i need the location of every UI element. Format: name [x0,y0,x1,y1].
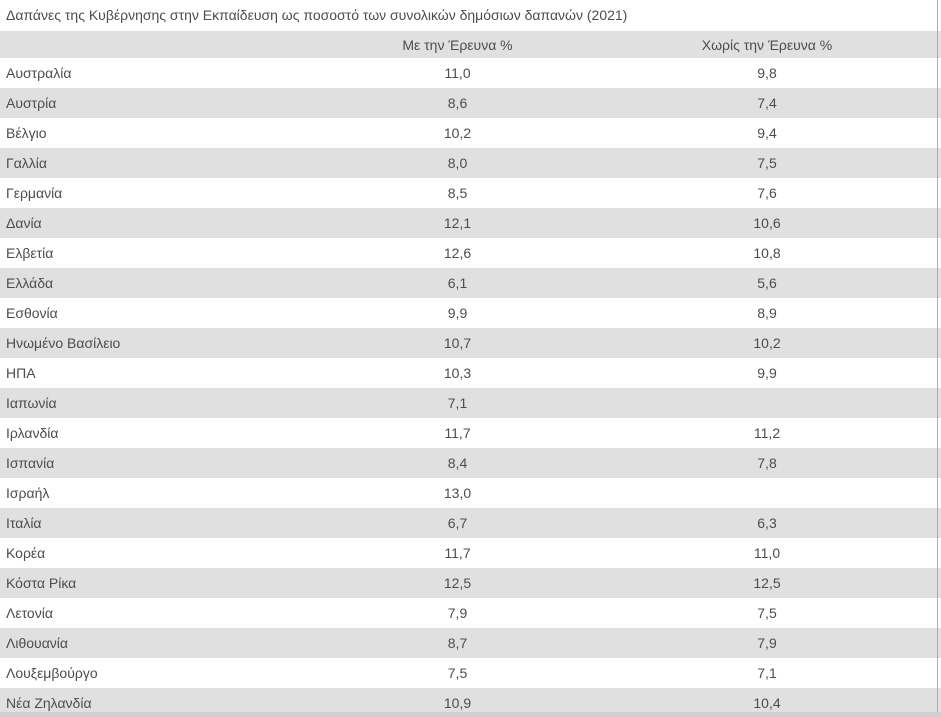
page-title: Δαπάνες της Κυβέρνησης στην Εκπαίδευση ω… [6,7,628,23]
with-research-cell: 6,7 [302,508,613,538]
table-row: Λιθουανία 8,7 7,9 [0,628,941,658]
table-row: Κόστα Ρίκα 12,5 12,5 [0,568,941,598]
horizontal-scrollbar[interactable] [0,712,941,717]
table-row: Γερμανία 8,5 7,6 [0,178,941,208]
country-cell: Δανία [0,208,302,238]
without-research-cell: 7,1 [613,658,941,688]
without-research-cell: 9,9 [613,358,941,388]
country-cell: Λιθουανία [0,628,302,658]
column-header-without-research: Χωρίς την Έρευνα % [613,31,941,58]
country-cell: Ισπανία [0,448,302,478]
with-research-cell: 10,7 [302,328,613,358]
without-research-cell: 7,9 [613,628,941,658]
without-research-cell: 7,8 [613,448,941,478]
without-research-cell: 7,5 [613,148,941,178]
country-cell: Γαλλία [0,148,302,178]
table-row: Αυστραλία 11,0 9,8 [0,58,941,88]
table-row: Αυστρία 8,6 7,4 [0,88,941,118]
country-cell: Αυστρία [0,88,302,118]
without-research-cell: 7,5 [613,598,941,628]
without-research-cell: 7,6 [613,178,941,208]
without-research-cell: 8,9 [613,298,941,328]
table-row: Γαλλία 8,0 7,5 [0,148,941,178]
table-body: Αυστραλία 11,0 9,8 Αυστρία 8,6 7,4 Βέλγιο 10,2 9… [0,58,941,717]
table-row: Ελβετία 12,6 10,8 [0,238,941,268]
with-research-cell: 8,7 [302,628,613,658]
with-research-cell: 12,5 [302,568,613,598]
with-research-cell: 12,6 [302,238,613,268]
with-research-cell: 11,0 [302,58,613,88]
table-row: ΗΠΑ 10,3 9,9 [0,358,941,388]
without-research-cell [613,388,941,418]
with-research-cell: 10,3 [302,358,613,388]
country-cell: Λουξεμβούργο [0,658,302,688]
table-row: Ισραήλ 13,0 [0,478,941,508]
without-research-cell: 9,8 [613,58,941,88]
country-cell: Ιταλία [0,508,302,538]
country-cell: Ελλάδα [0,268,302,298]
table-row: Λουξεμβούργο 7,5 7,1 [0,658,941,688]
table-row: Δανία 12,1 10,6 [0,208,941,238]
with-research-cell: 7,9 [302,598,613,628]
with-research-cell: 12,1 [302,208,613,238]
with-research-cell: 8,4 [302,448,613,478]
country-cell: Βέλγιο [0,118,302,148]
table-row: Εσθονία 9,9 8,9 [0,298,941,328]
with-research-cell: 11,7 [302,418,613,448]
table-row: Λετονία 7,9 7,5 [0,598,941,628]
with-research-cell: 8,5 [302,178,613,208]
with-research-cell: 8,0 [302,148,613,178]
without-research-cell: 7,4 [613,88,941,118]
without-research-cell: 5,6 [613,268,941,298]
without-research-cell: 12,5 [613,568,941,598]
column-header-country [0,31,302,58]
with-research-cell: 9,9 [302,298,613,328]
with-research-cell: 7,1 [302,388,613,418]
column-header-with-research: Με την Έρευνα % [302,31,613,58]
table-header-row: Με την Έρευνα % Χωρίς την Έρευνα % [0,31,941,58]
with-research-cell: 7,5 [302,658,613,688]
country-cell: Ελβετία [0,238,302,268]
without-research-cell: 11,2 [613,418,941,448]
table-row: Ισπανία 8,4 7,8 [0,448,941,478]
country-cell: Εσθονία [0,298,302,328]
vertical-scrollbar[interactable] [937,0,938,717]
with-research-cell: 8,6 [302,88,613,118]
country-cell: Ιαπωνία [0,388,302,418]
table-row: Ιρλανδία 11,7 11,2 [0,418,941,448]
country-cell: Ηνωμένο Βασίλειο [0,328,302,358]
table-row: Ελλάδα 6,1 5,6 [0,268,941,298]
without-research-cell: 11,0 [613,538,941,568]
without-research-cell: 9,4 [613,118,941,148]
with-research-cell: 11,7 [302,538,613,568]
country-cell: Ισραήλ [0,478,302,508]
table-row: Βέλγιο 10,2 9,4 [0,118,941,148]
country-cell: Γερμανία [0,178,302,208]
country-cell: Κόστα Ρίκα [0,568,302,598]
table-row: Κορέα 11,7 11,0 [0,538,941,568]
table-row: Ηνωμένο Βασίλειο 10,7 10,2 [0,328,941,358]
without-research-cell [613,478,941,508]
with-research-cell: 10,2 [302,118,613,148]
country-cell: Κορέα [0,538,302,568]
without-research-cell: 10,2 [613,328,941,358]
table-row: Ιταλία 6,7 6,3 [0,508,941,538]
education-spending-table: Με την Έρευνα % Χωρίς την Έρευνα % Αυστρ… [0,31,941,717]
without-research-cell: 10,6 [613,208,941,238]
without-research-cell: 10,8 [613,238,941,268]
country-cell: Αυστραλία [0,58,302,88]
with-research-cell: 13,0 [302,478,613,508]
without-research-cell: 6,3 [613,508,941,538]
table-row: Ιαπωνία 7,1 [0,388,941,418]
country-cell: Λετονία [0,598,302,628]
country-cell: ΗΠΑ [0,358,302,388]
with-research-cell: 6,1 [302,268,613,298]
country-cell: Ιρλανδία [0,418,302,448]
